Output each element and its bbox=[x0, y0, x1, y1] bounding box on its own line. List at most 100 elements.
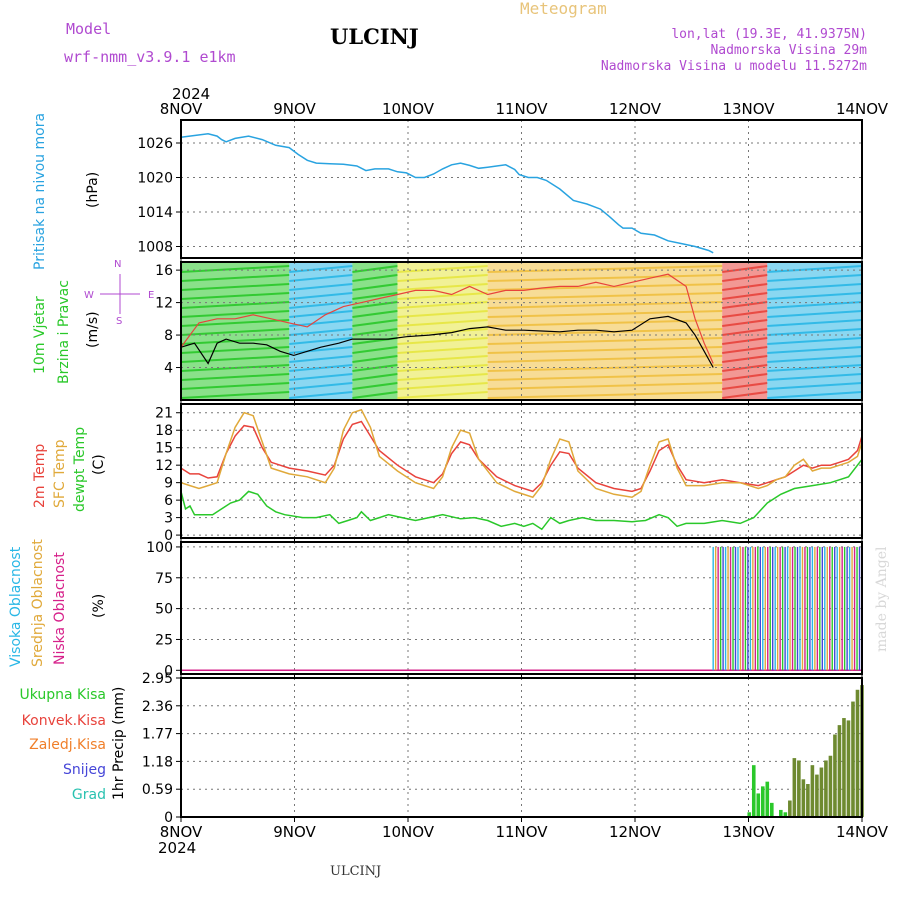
precip-bar bbox=[801, 779, 806, 817]
wind-barb-stroke bbox=[289, 337, 353, 345]
compass-s: S bbox=[116, 316, 122, 327]
compass-e: E bbox=[148, 290, 154, 301]
y-tick-label: 100 bbox=[146, 540, 173, 556]
precip-unit: 1hr Precip (mm) bbox=[111, 687, 127, 800]
wind-barb-stroke bbox=[722, 265, 768, 273]
wind-barb-stroke bbox=[180, 328, 290, 336]
wind-barb-stroke bbox=[487, 274, 723, 282]
wind-barb-stroke bbox=[352, 283, 398, 291]
wind-barb-stroke bbox=[722, 355, 768, 363]
wind-barb-stroke bbox=[722, 391, 768, 399]
wind-barb-stroke bbox=[487, 265, 723, 273]
lonlat-label: lon,lat (19.3E, 41.9375N) bbox=[671, 27, 867, 42]
x-tick-label-top: 11NOV bbox=[495, 100, 548, 118]
precip-label-snow: Snijeg bbox=[63, 762, 106, 778]
precip-bar bbox=[837, 725, 842, 817]
y-tick-label: 8 bbox=[164, 328, 173, 344]
pressure-unit: (hPa) bbox=[85, 172, 101, 208]
model-name: wrf-nmm_v3.9.1 e1km bbox=[64, 48, 236, 66]
panel-wind: 4 8 12 16 bbox=[155, 261, 863, 405]
wind-barb-stroke bbox=[767, 265, 863, 273]
wind-barb-stroke bbox=[722, 337, 768, 345]
wind-barb-stroke bbox=[397, 391, 488, 399]
precip-bar bbox=[846, 720, 851, 817]
wind-barb-stroke bbox=[397, 328, 488, 336]
y-tick-label: 1008 bbox=[137, 240, 173, 256]
series-line-pressure bbox=[180, 133, 714, 254]
wind-barb-stroke bbox=[767, 319, 863, 327]
wind-barb-stroke bbox=[180, 265, 290, 273]
wind-ylabel-1: 10m Vjetar bbox=[32, 296, 48, 374]
precip-bar bbox=[747, 812, 752, 817]
wind-barb-stroke bbox=[180, 274, 290, 282]
wind-barb-stroke bbox=[767, 301, 863, 309]
precip-bar bbox=[756, 793, 761, 817]
cloud-unit: (%) bbox=[91, 594, 107, 618]
y-tick-label: 2.36 bbox=[142, 699, 173, 715]
compass-rose: N W E S bbox=[84, 259, 154, 327]
precip-bar bbox=[792, 758, 797, 817]
wind-barb-stroke bbox=[722, 346, 768, 354]
wind-barb-stroke bbox=[289, 391, 353, 399]
pressure-ylabel: Pritisak na nivou mora bbox=[32, 113, 48, 270]
wind-barb-stroke bbox=[397, 274, 488, 282]
precip-bar bbox=[815, 774, 819, 817]
precip-bar bbox=[806, 784, 810, 817]
x-tick-label-top: 12NOV bbox=[609, 100, 662, 118]
y-tick-label: 21 bbox=[155, 406, 173, 422]
x-tick-label-top: 10NOV bbox=[382, 100, 435, 118]
wind-barb-stroke bbox=[487, 391, 723, 399]
credit-text: made by Angel bbox=[874, 546, 890, 652]
panel-precipitation: 0 0.59 1.18 1.77 2.36 2.95 bbox=[142, 671, 864, 826]
y-tick-label: 1.18 bbox=[142, 754, 173, 770]
wind-barb-stroke bbox=[352, 373, 398, 381]
x-axis-bottom-labels: 8NOV 9NOV 10NOV 11NOV 12NOV 13NOV 14NOV bbox=[160, 823, 889, 841]
precip-bar bbox=[810, 765, 815, 817]
x-tick-label-bottom: 8NOV bbox=[160, 823, 203, 841]
wind-barb-stroke bbox=[352, 319, 398, 327]
wind-barb-stroke bbox=[722, 292, 768, 300]
y-tick-label: 50 bbox=[155, 602, 173, 618]
y-tick-label: 2.95 bbox=[142, 671, 173, 687]
wind-barb-stroke bbox=[180, 283, 290, 291]
precip-bar bbox=[828, 755, 833, 817]
x-tick-label-top: 9NOV bbox=[273, 100, 316, 118]
y-tick-label: 25 bbox=[155, 632, 173, 648]
y-tick-label: 9 bbox=[164, 476, 173, 492]
wind-barb-stroke bbox=[289, 265, 353, 273]
temp-unit: (C) bbox=[91, 454, 107, 475]
temp-ylabel-2: SFC Temp bbox=[52, 439, 68, 508]
y-tick-label: 0.59 bbox=[142, 782, 173, 798]
wind-barb-stroke bbox=[767, 382, 863, 390]
y-tick-label: 15 bbox=[155, 441, 173, 457]
x-tick-label-bottom: 11NOV bbox=[495, 823, 548, 841]
year-top: 2024 bbox=[172, 85, 210, 103]
compass-w: W bbox=[84, 290, 94, 301]
precip-bar bbox=[819, 767, 824, 817]
year-bottom: 2024 bbox=[158, 839, 196, 857]
wind-barb-stroke bbox=[487, 328, 723, 336]
wind-barb-stroke bbox=[397, 265, 488, 273]
wind-barb-stroke bbox=[397, 319, 488, 327]
y-tick-label: 18 bbox=[155, 423, 173, 439]
precip-label-total: Ukupna Kisa bbox=[19, 687, 106, 703]
compass-n: N bbox=[114, 259, 121, 270]
temp-ylabel-3: dewpt Temp bbox=[72, 427, 88, 512]
y-tick-label: 12 bbox=[155, 296, 173, 312]
x-tick-label-bottom: 13NOV bbox=[722, 823, 775, 841]
precip-label-grad: Grad bbox=[72, 787, 106, 803]
wind-barb-stroke bbox=[722, 283, 768, 291]
wind-barb-stroke bbox=[397, 337, 488, 345]
wind-barb-stroke bbox=[180, 292, 290, 300]
wind-barb-stroke bbox=[289, 328, 353, 336]
wind-barb-stroke bbox=[352, 346, 398, 354]
footer-station: ULCINJ bbox=[330, 864, 381, 879]
wind-ylabel-2: Brzina i Pravac bbox=[56, 280, 72, 384]
x-axis-top-labels: 8NOV 9NOV 10NOV 11NOV 12NOV 13NOV 14NOV bbox=[160, 100, 889, 118]
wind-barb-stroke bbox=[180, 355, 290, 363]
wind-barb-stroke bbox=[352, 355, 398, 363]
wind-barb-stroke bbox=[289, 283, 353, 291]
series-line-temp2m bbox=[180, 420, 863, 493]
precip-bar bbox=[797, 760, 801, 817]
